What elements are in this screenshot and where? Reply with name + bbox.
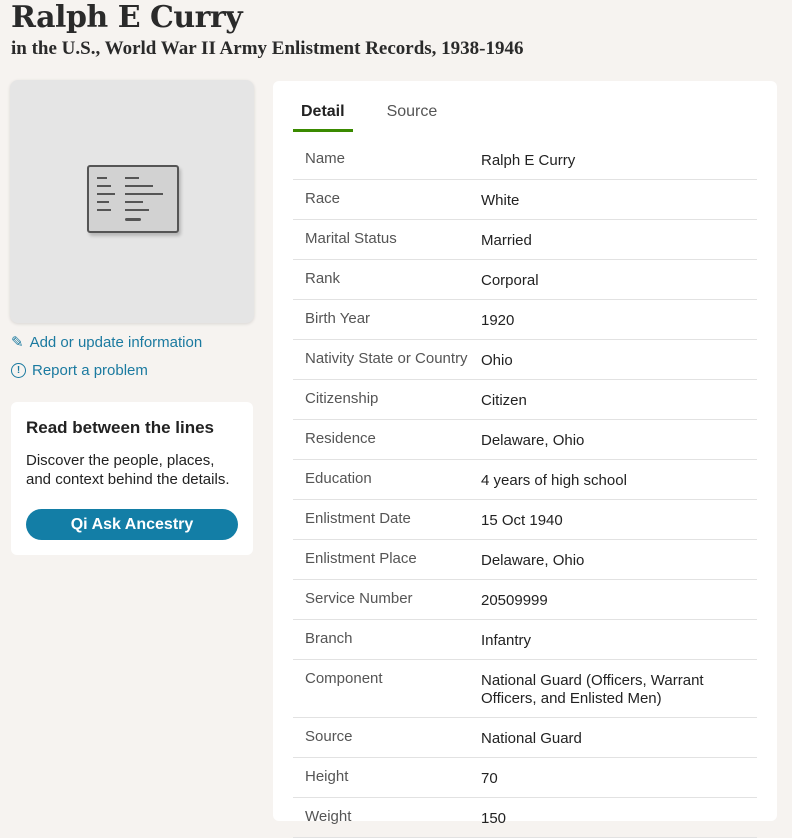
field-label: Enlistment Place [305, 550, 417, 567]
table-row: Birth Year 1920 [293, 300, 757, 340]
field-label: Weight [305, 808, 352, 825]
table-row: Weight 150 [293, 798, 757, 838]
detail-table: Name Ralph E Curry Race White Marital Status… [293, 140, 757, 838]
ask-ancestry-button[interactable]: Qi Ask Ancestry [26, 509, 238, 540]
field-value: 15 Oct 1940 [481, 512, 563, 529]
field-label: Source [305, 728, 353, 745]
field-value: White [481, 192, 520, 209]
table-row: Enlistment Date 15 Oct 1940 [293, 500, 757, 540]
table-row: Height 70 [293, 758, 757, 798]
table-row: Citizenship Citizen [293, 380, 757, 420]
table-row: Rank Corporal [293, 260, 757, 300]
document-icon [87, 165, 179, 233]
alert-circle-icon: ! [11, 363, 26, 378]
field-label: Race [305, 190, 341, 207]
table-row: Nativity State or Country Ohio [293, 340, 757, 380]
table-row: Service Number 20509999 [293, 580, 757, 620]
table-row: Race White [293, 180, 757, 220]
field-label: Component [305, 670, 383, 687]
field-value: Infantry [481, 632, 532, 649]
field-value: Delaware, Ohio [481, 432, 585, 449]
add-update-link[interactable]: ✎ Add or update information [11, 333, 203, 352]
ai-icon: Qi [70, 515, 88, 533]
field-label: Nativity State or Country [305, 350, 468, 367]
table-row: Branch Infantry [293, 620, 757, 660]
field-value: Ohio [481, 352, 513, 369]
page-title: Ralph E Curry [11, 0, 243, 35]
tab-source[interactable]: Source [386, 103, 438, 120]
collection-subtitle: in the U.S., World War II Army Enlistmen… [11, 38, 524, 59]
field-label: Residence [305, 430, 376, 447]
field-label: Enlistment Date [305, 510, 411, 527]
field-value: Married [481, 232, 532, 249]
field-value: Delaware, Ohio [481, 552, 585, 569]
table-row: Component National Guard (Officers, Warra… [293, 660, 757, 718]
field-label: Service Number [305, 590, 413, 607]
field-label: Branch [305, 630, 353, 647]
table-row: Marital Status Married [293, 220, 757, 260]
field-value: 150 [481, 810, 507, 827]
table-row: Source National Guard [293, 718, 757, 758]
field-value: Corporal [481, 272, 539, 289]
field-value: National Guard (Officers, Warrant Office… [481, 672, 704, 707]
field-value: 20509999 [481, 592, 548, 609]
field-label: Height [305, 768, 349, 785]
field-value: 1920 [481, 312, 515, 329]
table-row: Education 4 years of high school [293, 460, 757, 500]
field-value: 4 years of high school [481, 472, 627, 489]
ask-ancestry-promo: Read between the lines Discover the peop… [11, 402, 253, 555]
field-value: National Guard [481, 730, 582, 747]
field-label: Marital Status [305, 230, 397, 247]
table-row: Enlistment Place Delaware, Ohio [293, 540, 757, 580]
field-label: Citizenship [305, 390, 379, 407]
record-detail-panel: Detail Source Name Ralph E Curry Race White… [273, 81, 777, 838]
table-row: Name Ralph E Curry [293, 140, 757, 180]
promo-title: Read between the lines [26, 418, 214, 437]
table-row: Residence Delaware, Ohio [293, 420, 757, 460]
field-value: Ralph E Curry [481, 152, 576, 169]
field-value: 70 [481, 770, 498, 787]
field-label: Name [305, 150, 346, 167]
tab-detail[interactable]: Detail [293, 103, 353, 132]
pencil-icon: ✎ [11, 334, 24, 351]
promo-text: Discover the people, places, and context… [26, 452, 230, 488]
field-label: Education [305, 470, 372, 487]
record-image-placeholder[interactable] [10, 80, 254, 323]
field-label: Rank [305, 270, 341, 287]
field-label: Birth Year [305, 310, 371, 327]
report-problem-link[interactable]: ! Report a problem [11, 362, 148, 379]
field-value: Citizen [481, 392, 527, 409]
